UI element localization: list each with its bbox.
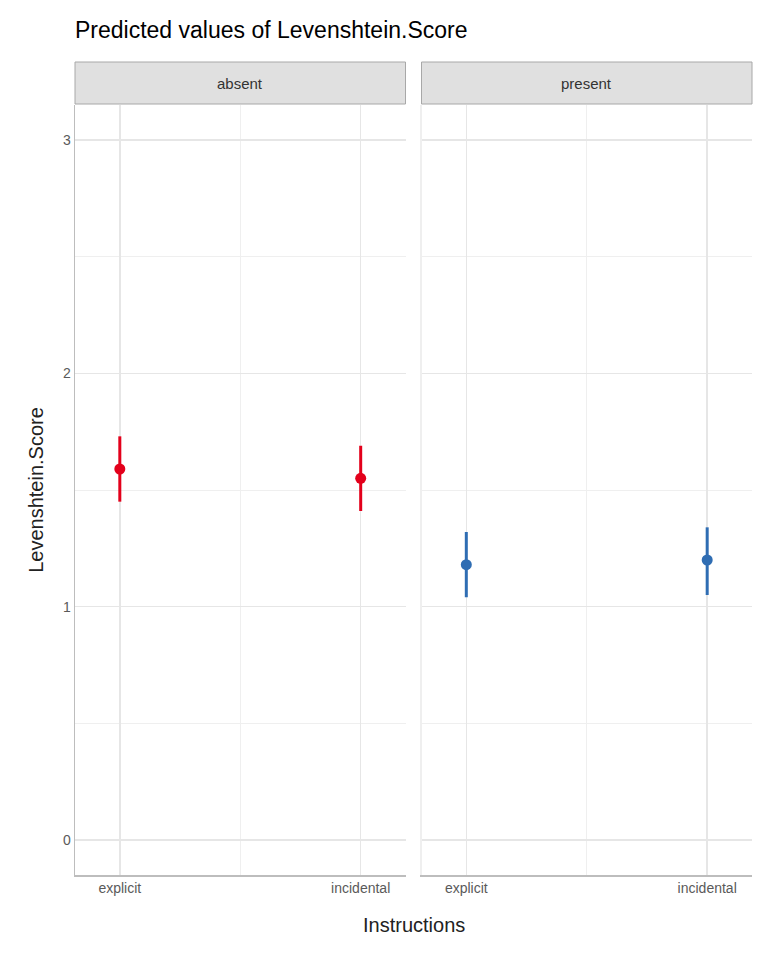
svg-text:incidental: incidental: [678, 880, 737, 896]
svg-text:3: 3: [63, 132, 71, 148]
svg-text:present: present: [561, 75, 612, 92]
svg-text:explicit: explicit: [98, 880, 141, 896]
svg-text:1: 1: [63, 599, 71, 615]
svg-text:explicit: explicit: [445, 880, 488, 896]
svg-text:Levenshtein.Score: Levenshtein.Score: [25, 407, 47, 573]
svg-text:0: 0: [63, 832, 71, 848]
svg-text:Instructions: Instructions: [363, 914, 465, 936]
svg-text:absent: absent: [217, 75, 263, 92]
svg-text:incidental: incidental: [331, 880, 390, 896]
svg-text:Predicted values of Levenshtei: Predicted values of Levenshtein.Score: [75, 17, 468, 43]
svg-text:2: 2: [63, 365, 71, 381]
